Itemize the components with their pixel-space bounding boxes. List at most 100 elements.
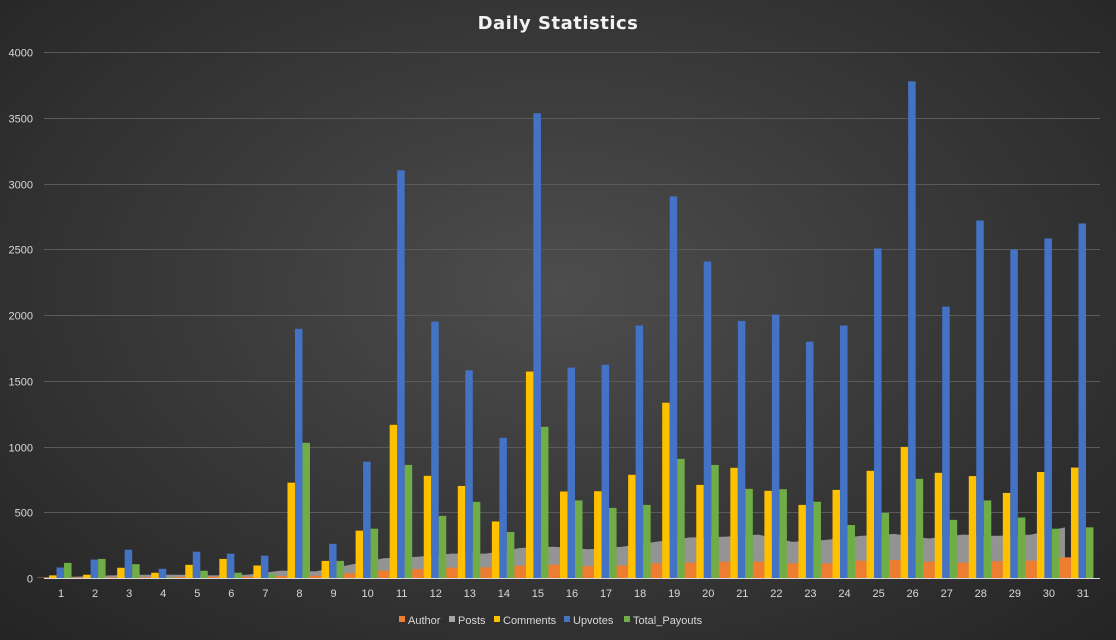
bar-total-payouts: [813, 501, 821, 578]
bar-author: [582, 566, 595, 578]
x-tick-label: 31: [1077, 588, 1089, 600]
bar-comments: [457, 485, 466, 578]
bar-upvotes: [90, 559, 99, 578]
x-tick-label: 11: [396, 588, 407, 600]
bar-upvotes: [1078, 223, 1086, 578]
bar-upvotes: [226, 553, 235, 578]
bar-author: [616, 565, 629, 578]
bar-upvotes: [158, 568, 167, 578]
legend-label: Total_Payouts: [633, 615, 703, 627]
bar-total-payouts: [166, 577, 174, 578]
bar-upvotes: [669, 196, 678, 578]
bar-total-payouts: [711, 464, 719, 578]
bar-total-payouts: [302, 442, 310, 578]
bar-total-payouts: [677, 458, 685, 578]
x-tick-label: 13: [464, 588, 476, 600]
y-tick-label: 0: [27, 574, 33, 586]
bar-comments: [662, 402, 670, 578]
x-tick-label: 27: [941, 588, 953, 600]
bar-total-payouts: [1017, 517, 1026, 578]
bar-upvotes: [499, 437, 507, 578]
x-tick-label: 16: [566, 588, 578, 600]
bar-upvotes: [192, 551, 201, 578]
bar-author: [684, 562, 697, 578]
bar-total-payouts: [336, 560, 345, 578]
x-tick-label: 20: [702, 588, 714, 600]
x-tick-label: 4: [160, 588, 166, 600]
x-tick-label: 7: [262, 588, 268, 600]
legend-swatch: [399, 616, 405, 622]
bar-series: [37, 81, 1094, 579]
bar-upvotes: [533, 113, 541, 579]
bar-upvotes: [294, 328, 303, 578]
bar-author: [343, 573, 356, 578]
bar-upvotes: [397, 170, 405, 578]
x-tick-label: 15: [532, 588, 544, 600]
legend-label: Author: [408, 615, 441, 627]
bar-upvotes: [840, 325, 848, 578]
bar-comments: [83, 574, 91, 578]
bar-upvotes: [56, 567, 65, 578]
bar-upvotes: [124, 549, 133, 578]
legend-swatch: [494, 616, 500, 622]
bar-comments: [491, 521, 500, 578]
x-tick-label: 9: [330, 588, 336, 600]
x-tick-label: 6: [228, 588, 234, 600]
x-tick-label: 5: [194, 588, 200, 600]
bar-upvotes: [874, 248, 882, 578]
bar-comments: [355, 530, 364, 578]
y-tick-label: 3000: [9, 180, 33, 192]
bar-author: [922, 561, 935, 578]
bar-author: [752, 561, 765, 578]
bar-upvotes: [908, 81, 916, 579]
bar-author: [854, 560, 867, 578]
bar-author: [888, 559, 901, 578]
bar-upvotes: [771, 314, 780, 578]
legend-item-author: Author: [399, 615, 441, 627]
x-tick-label: 2: [92, 588, 98, 600]
bar-total-payouts: [915, 478, 924, 578]
bar-comments: [151, 572, 159, 578]
bar-author: [650, 563, 663, 578]
bar-comments: [696, 484, 704, 578]
bar-total-payouts: [643, 504, 651, 578]
bar-comments: [423, 475, 432, 578]
bar-total-payouts: [1085, 527, 1094, 578]
bar-comments: [49, 575, 57, 578]
y-tick-label: 1000: [9, 443, 33, 455]
bar-author: [1058, 557, 1071, 578]
x-tick-label: 17: [600, 588, 612, 600]
bar-comments: [1036, 472, 1045, 578]
legend-swatch: [449, 616, 455, 622]
bar-comments: [968, 476, 977, 578]
bar-total-payouts: [64, 562, 72, 578]
bar-author: [105, 577, 118, 578]
bar-author: [207, 576, 220, 578]
bar-total-payouts: [881, 512, 890, 578]
bar-comments: [560, 491, 568, 578]
bar-upvotes: [431, 321, 439, 578]
bar-author: [548, 564, 560, 578]
bar-upvotes: [329, 543, 337, 578]
bar-upvotes: [1044, 238, 1052, 579]
bar-total-payouts: [609, 507, 617, 578]
bar-author: [173, 576, 186, 578]
legend-label: Upvotes: [573, 615, 614, 627]
bar-total-payouts: [200, 570, 208, 578]
bar-author: [445, 567, 458, 578]
bar-author: [718, 561, 731, 578]
y-tick-label: 2000: [9, 311, 33, 323]
bar-comments: [321, 560, 330, 578]
x-tick-label: 18: [634, 588, 646, 600]
bar-total-payouts: [779, 489, 787, 578]
bar-total-payouts: [847, 525, 856, 578]
bar-comments: [628, 474, 636, 578]
legend-label: Comments: [503, 615, 557, 627]
x-tick-label: 8: [296, 588, 302, 600]
y-tick-label: 500: [15, 508, 33, 520]
bar-total-payouts: [472, 501, 481, 578]
bar-comments: [389, 424, 398, 578]
legend: Author Posts Comments Upvotes Total_Payouts: [399, 615, 703, 627]
bar-comments: [594, 491, 602, 578]
bar-total-payouts: [234, 572, 242, 578]
